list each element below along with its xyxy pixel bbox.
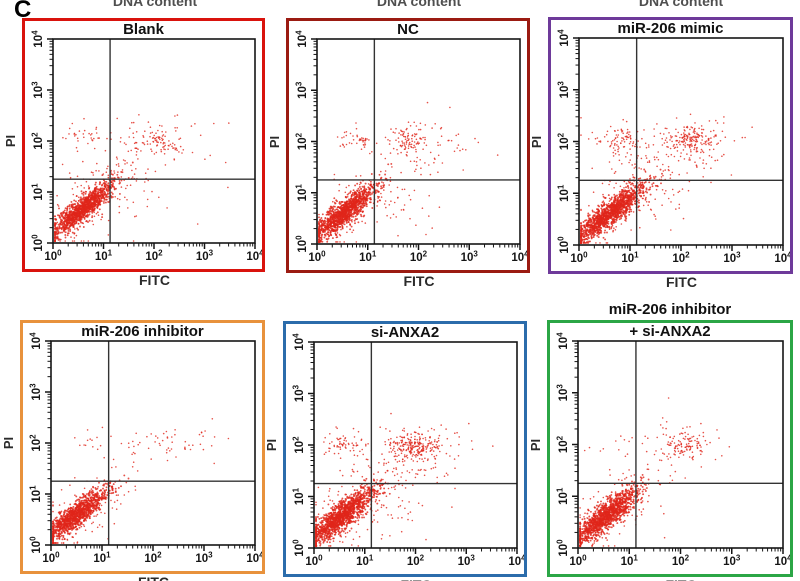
scatter-points: [580, 113, 753, 244]
svg-text:101: 101: [295, 184, 310, 202]
svg-text:102: 102: [145, 249, 163, 264]
svg-text:101: 101: [95, 249, 113, 264]
svg-text:101: 101: [359, 250, 377, 265]
axis-ticks: [308, 341, 518, 554]
flow-scatter-plot: 100 101 102 103 104 100 101 102 103 104: [31, 30, 263, 264]
cropped-dna-content-label: DNA content: [112, 0, 198, 9]
axis-ticks: [47, 38, 256, 249]
x-tick-labels: 100 101 102 103 104: [570, 251, 790, 266]
svg-text:100: 100: [295, 235, 310, 253]
svg-text:102: 102: [295, 132, 310, 150]
x-tick-labels: 100 101 102 103 104: [44, 249, 262, 264]
cropped-dna-content-label: DNA content: [638, 0, 724, 9]
x-axis-label-fitc: FITC: [665, 274, 698, 290]
x-tick-labels: 100 101 102 103 104: [305, 554, 524, 569]
axis-ticks: [572, 340, 784, 554]
y-axis-label-pi: PI: [528, 438, 543, 452]
svg-text:100: 100: [31, 234, 46, 252]
scatter-points: [52, 418, 230, 544]
scatter-points: [318, 101, 499, 243]
panel-title: Blank: [123, 21, 164, 38]
svg-text:100: 100: [44, 249, 62, 264]
y-axis-label-pi: PI: [1, 436, 16, 450]
svg-text:102: 102: [31, 132, 46, 150]
scatter-points: [54, 114, 230, 242]
svg-text:101: 101: [31, 183, 46, 201]
panel-si-anxa2: si-ANXA2 100 101 102 103 104 100 101 102 103 104: [283, 321, 527, 577]
panel-nc: NC 100 101 102 103 104 100 101 102 103 104: [286, 18, 530, 273]
panel-title: si-ANXA2: [370, 324, 440, 341]
y-tick-labels: 100 101 102 103 104: [295, 30, 310, 253]
x-tick-labels: 100 101 102 103 104: [569, 554, 790, 569]
axis-ticks: [45, 340, 256, 551]
cropped-dna-content-label: DNA content: [376, 0, 462, 9]
y-axis-label-pi: PI: [529, 135, 544, 149]
svg-text:102: 102: [410, 250, 428, 265]
quadrant-gate-lines: [51, 341, 255, 545]
svg-text:103: 103: [196, 249, 214, 264]
svg-text:103: 103: [31, 81, 46, 99]
svg-text:104: 104: [295, 30, 310, 48]
panel-title: miR-206 inhibitor: [81, 323, 204, 340]
panel-title-line1: miR-206 inhibitor: [608, 301, 732, 318]
x-axis-label-fitc: FITC: [558, 577, 800, 581]
quadrant-gate-lines: [53, 39, 255, 243]
axis-ticks: [311, 38, 521, 250]
svg-text:104: 104: [511, 250, 527, 265]
flow-scatter-plot: 100 101 102 103 104 100 101 102 103 104: [295, 30, 528, 265]
figure-label: C: [14, 0, 32, 23]
panel-title: miR-206 mimic: [617, 20, 724, 37]
svg-text:100: 100: [308, 250, 326, 265]
panel-mir-206-mimic: miR-206 mimic 100 101 102 103 104 100 101 102 103…: [548, 17, 793, 274]
quadrant-gate-lines: [579, 38, 783, 245]
svg-text:104: 104: [246, 249, 262, 264]
x-axis-label-fitc: FITC: [138, 272, 171, 288]
axis-ticks: [573, 37, 784, 251]
x-tick-labels: 100 101 102 103 104: [42, 551, 262, 566]
x-axis-label-fitc: FITC: [403, 273, 435, 289]
y-axis-label-pi: PI: [264, 438, 279, 452]
svg-text:104: 104: [31, 30, 46, 48]
x-axis-label-fitc: FITC: [31, 574, 276, 581]
scatter-points: [579, 397, 731, 547]
quadrant-gate-lines: [314, 342, 517, 548]
y-axis-label-pi: PI: [3, 134, 18, 148]
quadrant-gate-lines: [317, 39, 520, 244]
svg-text:103: 103: [461, 250, 479, 265]
x-axis-label-fitc: FITC: [294, 577, 538, 581]
panel-mir-206-inhibitor-plus-si-anxa2: + si-ANXA2 100 101 102 103 104 100 101 102 103 104: [547, 320, 793, 577]
quadrant-gate-lines: [578, 341, 783, 548]
svg-text:103: 103: [295, 81, 310, 99]
panel-title: NC: [397, 21, 419, 38]
scatter-points: [315, 412, 494, 547]
panel-mir-206-inhibitor: miR-206 inhibitor 100 101 102 103 104 100 101 10…: [20, 320, 265, 574]
y-tick-labels: 100 101 102 103 104: [31, 30, 46, 252]
panel-title: + si-ANXA2: [629, 323, 711, 340]
panel-blank: Blank 100 101 102 103 104 100 101 102 103 104: [22, 18, 265, 272]
y-axis-label-pi: PI: [267, 135, 282, 149]
x-tick-labels: 100 101 102 103 104: [308, 250, 527, 265]
